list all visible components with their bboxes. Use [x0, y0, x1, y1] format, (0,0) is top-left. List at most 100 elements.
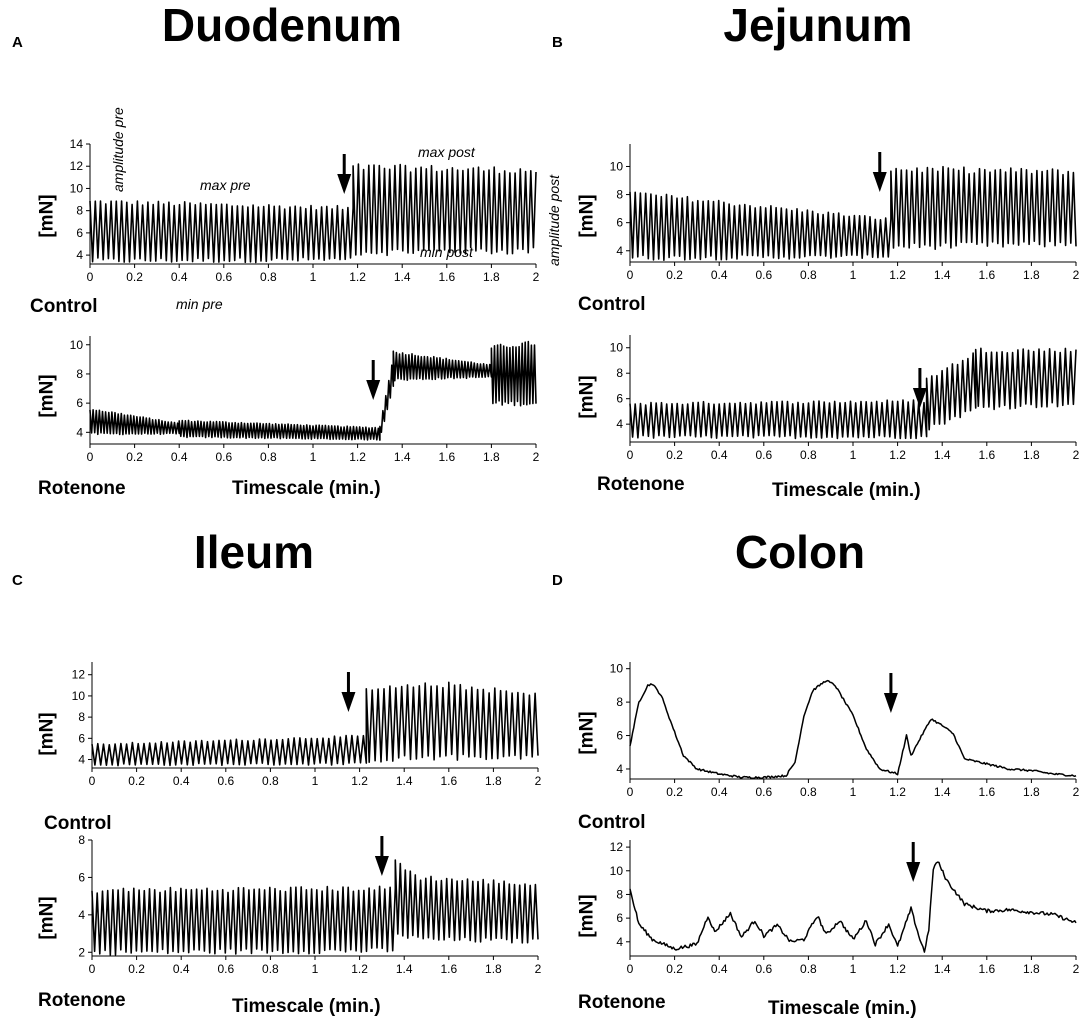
y-tick-label: 8	[616, 366, 623, 380]
y-tick-label: 12	[610, 840, 624, 854]
chart-d-rotenone: 0 0.2 0.4 0.6 0.8 1 1.2 1.4 1.6 1.8 2 4 6 8 10 12	[610, 840, 1080, 976]
y-tick-label: 6	[78, 731, 85, 745]
x-tick-label: 1.4	[934, 785, 951, 799]
x-tick-label: 0.6	[755, 962, 772, 976]
x-tick-label: 1.8	[1023, 785, 1040, 799]
x-tick-label: 2	[1073, 785, 1080, 799]
x-tick-label: 0.8	[800, 785, 817, 799]
x-tick-label: 0.4	[711, 962, 728, 976]
x-tick-label: 1	[310, 450, 317, 464]
panel-letter-a: A	[12, 34, 23, 51]
x-tick-label: 1.4	[934, 268, 951, 282]
label-rotenone-a: Rotenone	[38, 478, 126, 499]
x-tick-label: 0.8	[800, 448, 817, 462]
trace-line	[629, 679, 1077, 780]
chart-c-rotenone: 0 0.2 0.4 0.6 0.8 1 1.2 1.4 1.6 1.8 2 2 4 6 8	[78, 833, 541, 976]
x-tick-label: 0	[627, 785, 634, 799]
y-tick-label: 10	[610, 159, 624, 173]
x-axis-title-c: Timescale (min.)	[232, 996, 381, 1017]
x-tick-label: 0	[627, 962, 634, 976]
x-tick-label: 0.4	[711, 268, 728, 282]
label-control-c: Control	[44, 813, 112, 834]
x-tick-label: 0.6	[217, 774, 234, 788]
y-tick-label: 6	[616, 729, 623, 743]
y-tick-label: 8	[76, 204, 83, 218]
x-tick-label: 0.8	[262, 962, 279, 976]
chart-d-control: 0 0.2 0.4 0.6 0.8 1 1.2 1.4 1.6 1.8 2 4 6 8 10	[610, 662, 1080, 799]
x-tick-label: 1.6	[438, 270, 455, 284]
x-tick-label: 0	[87, 270, 94, 284]
x-tick-label: 0	[89, 962, 96, 976]
x-tick-label: 0	[627, 268, 634, 282]
trace-line	[89, 163, 537, 264]
y-tick-label: 8	[76, 367, 83, 381]
x-tick-label: 0.6	[755, 785, 772, 799]
x-tick-label: 1.6	[978, 268, 995, 282]
y-tick-label: 4	[616, 244, 623, 258]
annotation-max-post: max post	[418, 144, 475, 160]
chart-a-control: 0 0.2 0.4 0.6 0.8 1 1.2 1.4 1.6 1.8 2 4 6 8 10 12 14	[70, 137, 540, 284]
x-tick-label: 1	[850, 785, 857, 799]
x-tick-label: 0.4	[173, 962, 190, 976]
x-tick-label: 0.6	[215, 270, 232, 284]
label-rotenone-b: Rotenone	[597, 474, 685, 495]
x-tick-label: 0.4	[711, 785, 728, 799]
y-tick-label: 6	[616, 216, 623, 230]
y-tick-label: 4	[616, 762, 623, 776]
x-tick-label: 0.8	[262, 774, 279, 788]
annotation-max-pre: max pre	[200, 177, 251, 193]
panel-letter-b: B	[552, 34, 563, 51]
x-tick-label: 1.4	[934, 962, 951, 976]
x-tick-label: 1.8	[1023, 448, 1040, 462]
trace-line	[629, 165, 1077, 261]
x-tick-label: 0.6	[755, 448, 772, 462]
x-tick-label: 2	[533, 270, 540, 284]
treatment-arrow-head	[912, 388, 927, 408]
treatment-arrow-head	[872, 172, 887, 192]
x-tick-label: 1.8	[1023, 962, 1040, 976]
x-tick-label: 0.8	[800, 268, 817, 282]
x-tick-label: 1.6	[438, 450, 455, 464]
y-tick-label: 10	[70, 181, 84, 195]
x-tick-label: 0.4	[171, 270, 188, 284]
x-tick-label: 1.6	[440, 962, 457, 976]
y-tick-label: 14	[70, 137, 84, 151]
x-tick-label: 0.4	[711, 448, 728, 462]
x-tick-label: 1	[310, 270, 317, 284]
x-tick-label: 2	[535, 962, 542, 976]
x-tick-label: 0.6	[217, 962, 234, 976]
title-jejunum: Jejunum	[723, 0, 913, 51]
x-tick-label: 1.2	[349, 450, 366, 464]
x-tick-label: 0.6	[755, 268, 772, 282]
x-tick-label: 1.2	[889, 448, 906, 462]
x-tick-label: 1	[850, 448, 857, 462]
y-tick-label: 4	[78, 908, 85, 922]
x-tick-label: 1	[312, 774, 319, 788]
x-tick-label: 2	[535, 774, 542, 788]
trace-line	[629, 861, 1077, 953]
x-tick-label: 1.4	[396, 962, 413, 976]
x-tick-label: 1.8	[483, 270, 500, 284]
label-rotenone-c: Rotenone	[38, 990, 126, 1011]
x-tick-label: 0.2	[666, 785, 683, 799]
y-tick-label: 10	[610, 662, 624, 676]
x-tick-label: 2	[1073, 962, 1080, 976]
y-tick-label: 8	[616, 695, 623, 709]
x-tick-label: 0	[87, 450, 94, 464]
y-tick-label: 12	[70, 159, 84, 173]
x-tick-label: 1.8	[485, 774, 502, 788]
x-tick-label: 1.2	[351, 962, 368, 976]
x-tick-label: 1.4	[396, 774, 413, 788]
x-tick-label: 1.8	[483, 450, 500, 464]
x-tick-label: 2	[533, 450, 540, 464]
x-tick-label: 1.8	[485, 962, 502, 976]
y-tick-label: 10	[72, 689, 86, 703]
trace-line	[91, 859, 539, 956]
treatment-arrow-head	[366, 380, 381, 400]
y-tick-label: 4	[616, 935, 623, 949]
x-tick-label: 0	[89, 774, 96, 788]
y-tick-label: 4	[76, 425, 83, 439]
x-tick-label: 0.2	[128, 962, 145, 976]
x-tick-label: 0.6	[215, 450, 232, 464]
